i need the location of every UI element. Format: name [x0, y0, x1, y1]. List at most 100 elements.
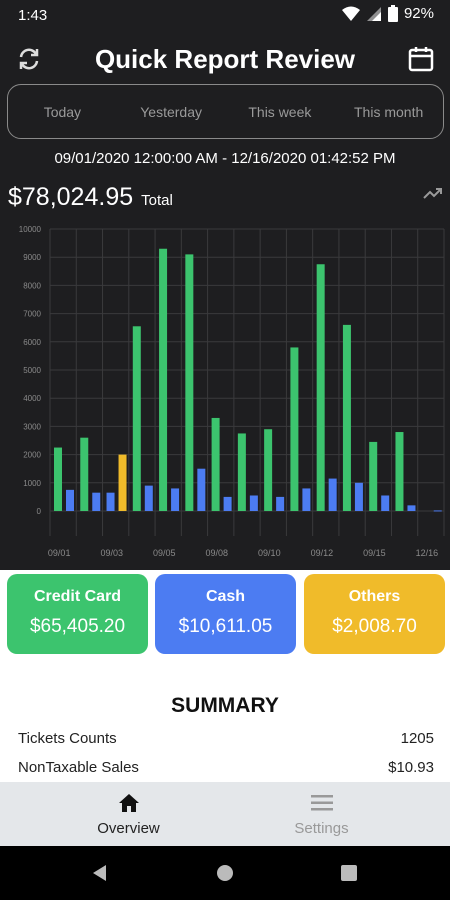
bar-cash	[433, 510, 442, 512]
nav-settings[interactable]: Settings	[209, 782, 434, 846]
bar-credit-card	[237, 433, 246, 511]
back-icon[interactable]	[90, 863, 110, 883]
bar-credit-card	[395, 432, 404, 511]
y-tick-label: 0	[37, 507, 42, 516]
trending-up-icon	[423, 188, 442, 199]
summary-row: Tickets Counts 1205	[18, 730, 434, 747]
cash-label: Cash	[205, 588, 246, 605]
tab-yesterday[interactable]: Yesterday	[140, 103, 202, 120]
calendar-icon	[408, 47, 434, 72]
x-tick-label: 09/03	[100, 548, 123, 558]
total-amount: $78,024.95	[8, 183, 134, 211]
x-tick-label: 09/05	[153, 548, 176, 558]
bar-cash	[106, 492, 115, 511]
bar-credit-card	[290, 347, 299, 511]
bar-cash	[249, 495, 258, 511]
refresh-icon	[19, 48, 39, 70]
bottom-nav: Overview Settings	[0, 782, 450, 846]
y-tick-label: 7000	[23, 310, 41, 319]
bar-credit-card	[185, 254, 194, 511]
battery-percent: 92%	[403, 5, 434, 22]
x-tick-label: 09/08	[206, 548, 229, 558]
bar-cash	[276, 496, 285, 511]
signal-icon	[366, 6, 381, 21]
status-time: 1:43	[18, 7, 48, 24]
credit-card-summary[interactable]: Credit Card $65,405.20	[7, 574, 148, 654]
bar-cash	[92, 492, 101, 511]
bar-others	[118, 454, 127, 511]
x-tick-label: 12/16	[416, 548, 439, 558]
summary-row-value: 1205	[400, 730, 434, 747]
battery-icon	[387, 5, 398, 22]
system-nav-bar	[0, 846, 450, 900]
page-title: Quick Report Review	[94, 44, 356, 74]
summary-row-value: $10.93	[388, 759, 434, 776]
credit-card-value: $65,405.20	[29, 616, 126, 637]
bar-credit-card	[159, 248, 168, 512]
x-tick-label: 09/15	[363, 548, 386, 558]
cash-value: $10,611.05	[178, 616, 273, 637]
y-tick-label: 10000	[19, 225, 42, 234]
summary-row: NonTaxable Sales $10.93	[18, 759, 434, 776]
others-label: Others	[348, 588, 401, 605]
cash-summary[interactable]: Cash $10,611.05	[155, 574, 296, 654]
bar-credit-card	[369, 441, 378, 511]
status-bar: 1:43 92%	[0, 0, 450, 32]
period-tabs: Today Yesterday This week This month	[7, 84, 444, 139]
y-tick-label: 6000	[23, 338, 41, 347]
total-row: $78,024.95 Total	[8, 183, 173, 212]
bar-credit-card	[80, 437, 89, 511]
date-range: 09/01/2020 12:00:00 AM - 12/16/2020 01:4…	[54, 150, 396, 167]
bar-cash	[328, 478, 337, 511]
y-tick-label: 9000	[23, 253, 41, 262]
nav-overview[interactable]: Overview	[16, 782, 241, 846]
summary-section: SUMMARY Tickets Counts 1205 NonTaxable S…	[0, 666, 450, 782]
home-icon	[119, 794, 139, 812]
bar-cash	[302, 488, 311, 511]
app-header: Quick Report Review	[0, 38, 450, 82]
payment-cards: Credit Card $65,405.20 Cash $10,611.05 O…	[0, 570, 450, 666]
y-tick-label: 5000	[23, 366, 41, 375]
bar-cash	[197, 468, 206, 511]
bar-credit-card	[316, 264, 325, 511]
bar-credit-card	[342, 324, 351, 511]
bar-cash	[144, 485, 153, 511]
bar-cash	[381, 495, 390, 511]
calendar-button[interactable]	[406, 44, 436, 74]
summary-title: SUMMARY	[171, 694, 279, 717]
y-tick-label: 4000	[23, 394, 41, 403]
bar-credit-card	[132, 326, 141, 511]
bar-credit-card	[54, 447, 62, 511]
bar-cash	[223, 496, 232, 511]
y-tick-label: 1000	[23, 479, 41, 488]
y-tick-label: 8000	[23, 281, 41, 290]
bar-cash	[407, 505, 416, 511]
bar-credit-card	[211, 417, 220, 511]
nav-settings-label: Settings	[294, 820, 349, 837]
x-tick-label: 09/12	[311, 548, 334, 558]
bar-chart: 0 1000 2000 3000 4000 5000 6000 7000 8000 9000 100…	[19, 225, 445, 558]
bar-cash	[171, 488, 180, 511]
tab-today[interactable]: Today	[43, 103, 82, 120]
recents-icon[interactable]	[340, 864, 358, 882]
bar-cash	[354, 482, 363, 511]
bar-credit-card	[264, 429, 273, 511]
bar-cash	[66, 489, 74, 511]
tab-this-week[interactable]: This week	[248, 103, 312, 120]
home-button-icon[interactable]	[215, 863, 235, 883]
y-tick-label: 3000	[23, 422, 41, 431]
trend-button[interactable]	[422, 182, 444, 204]
others-summary[interactable]: Others $2,008.70	[304, 574, 445, 654]
x-tick-label: 09/01	[48, 548, 71, 558]
nav-overview-label: Overview	[97, 820, 160, 837]
x-tick-label: 09/10	[258, 548, 281, 558]
credit-card-label: Credit Card	[33, 588, 122, 605]
refresh-button[interactable]	[14, 44, 44, 74]
menu-icon	[311, 795, 333, 811]
tab-this-month[interactable]: This month	[354, 103, 424, 120]
total-label: Total	[141, 192, 173, 209]
summary-row-label: NonTaxable Sales	[18, 759, 139, 776]
wifi-icon	[341, 6, 360, 21]
y-tick-label: 2000	[23, 451, 41, 460]
others-value: $2,008.70	[332, 616, 417, 637]
